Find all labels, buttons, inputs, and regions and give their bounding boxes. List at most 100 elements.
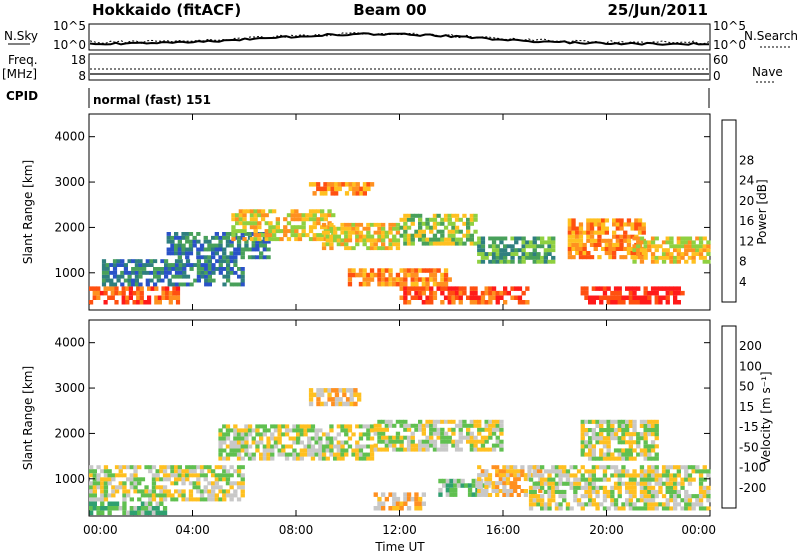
power-cell bbox=[610, 295, 615, 300]
velocity-cell bbox=[188, 465, 194, 470]
velocity-cell bbox=[588, 473, 593, 478]
velocity-cell bbox=[449, 478, 454, 484]
velocity-cell bbox=[532, 485, 537, 490]
power-cell bbox=[249, 213, 255, 218]
velocity-cell bbox=[308, 401, 314, 407]
velocity-cell bbox=[625, 428, 630, 433]
power-cell bbox=[687, 248, 693, 253]
power-cell bbox=[418, 277, 423, 282]
power-cell bbox=[305, 213, 310, 218]
power-cell bbox=[246, 209, 251, 214]
power-cell bbox=[268, 225, 273, 230]
freq-label: Freq. bbox=[8, 53, 38, 67]
velocity-cell bbox=[480, 447, 486, 452]
power-cell bbox=[634, 226, 639, 231]
power-cell bbox=[599, 286, 604, 291]
velocity-cell bbox=[170, 481, 175, 486]
velocity-cell bbox=[698, 469, 704, 474]
power-cell bbox=[473, 229, 478, 234]
velocity-cell bbox=[613, 456, 619, 461]
velocity-cell bbox=[366, 424, 371, 429]
power-cell bbox=[593, 222, 598, 227]
velocity-cell bbox=[377, 423, 382, 428]
power-cell bbox=[352, 182, 357, 187]
velocity-cell bbox=[377, 439, 382, 444]
velocity-cell bbox=[384, 435, 389, 440]
velocity-cell bbox=[540, 498, 545, 503]
power-cell bbox=[647, 248, 652, 253]
velocity-cell bbox=[214, 497, 219, 502]
power-cell bbox=[440, 237, 445, 242]
velocity-cell bbox=[477, 423, 482, 428]
velocity-cell bbox=[562, 498, 567, 503]
velocity-cell bbox=[647, 465, 652, 470]
velocity-cell bbox=[222, 448, 227, 453]
power-cell bbox=[632, 290, 637, 296]
velocity-cell bbox=[599, 423, 604, 428]
velocity-cell bbox=[628, 432, 633, 437]
power-cell bbox=[369, 277, 375, 282]
power-cell bbox=[584, 295, 589, 300]
power-cell bbox=[362, 277, 367, 282]
power-cell bbox=[231, 213, 236, 218]
power-cell bbox=[362, 272, 367, 278]
velocity-cell bbox=[310, 444, 316, 449]
velocity-cell bbox=[654, 465, 659, 470]
velocity-cell bbox=[606, 444, 611, 449]
velocity-cell bbox=[460, 478, 465, 484]
power-cell bbox=[164, 263, 169, 267]
velocity-cell bbox=[569, 465, 574, 470]
velocity-cell bbox=[303, 424, 308, 429]
velocity-cell bbox=[299, 424, 304, 429]
power-cell bbox=[665, 252, 670, 256]
power-cell bbox=[403, 213, 408, 218]
power-cell bbox=[406, 286, 412, 291]
velocity-cell bbox=[111, 493, 116, 498]
velocity-cell bbox=[610, 423, 615, 428]
velocity-cell bbox=[425, 447, 430, 452]
velocity-cell bbox=[665, 477, 670, 482]
velocity-cell bbox=[373, 447, 378, 452]
power-cell bbox=[503, 300, 508, 305]
velocity-cell bbox=[477, 431, 482, 436]
power-cell bbox=[127, 270, 132, 275]
power-cell bbox=[593, 230, 598, 235]
power-cell bbox=[661, 259, 667, 264]
power-cell bbox=[272, 225, 277, 230]
velocity-cell bbox=[650, 423, 656, 428]
power-cell bbox=[373, 230, 378, 235]
power-cell bbox=[477, 295, 482, 300]
power-cell bbox=[196, 270, 201, 275]
velocity-cell bbox=[159, 465, 164, 470]
power-cell bbox=[329, 226, 334, 231]
power-cell bbox=[462, 286, 467, 291]
power-cell bbox=[488, 286, 493, 291]
velocity-cell bbox=[122, 506, 127, 511]
velocity-cell bbox=[377, 427, 382, 432]
power-cell bbox=[229, 270, 234, 275]
power-cell bbox=[619, 255, 624, 260]
power-cell bbox=[634, 222, 639, 227]
velocity-cell bbox=[643, 432, 648, 437]
power-cell bbox=[218, 270, 223, 275]
velocity-cell bbox=[236, 497, 242, 502]
velocity-cell bbox=[647, 423, 652, 428]
power-cell bbox=[687, 240, 693, 245]
velocity-cell bbox=[477, 439, 482, 444]
power-cell bbox=[414, 233, 419, 238]
power-cell bbox=[547, 244, 552, 249]
power-cell bbox=[320, 213, 325, 218]
velocity-cell bbox=[325, 448, 330, 453]
velocity-cell bbox=[155, 510, 160, 516]
power-cell bbox=[200, 270, 205, 275]
velocity-cell bbox=[218, 432, 223, 437]
velocity-cell bbox=[639, 498, 645, 503]
power-cell bbox=[185, 274, 191, 279]
velocity-cell bbox=[536, 494, 541, 499]
velocity-cell bbox=[133, 473, 138, 478]
velocity-cell bbox=[639, 432, 645, 437]
power-cell bbox=[199, 255, 205, 260]
velocity-cell bbox=[473, 447, 478, 452]
velocity-cell bbox=[244, 428, 249, 433]
power-cell bbox=[591, 300, 596, 305]
